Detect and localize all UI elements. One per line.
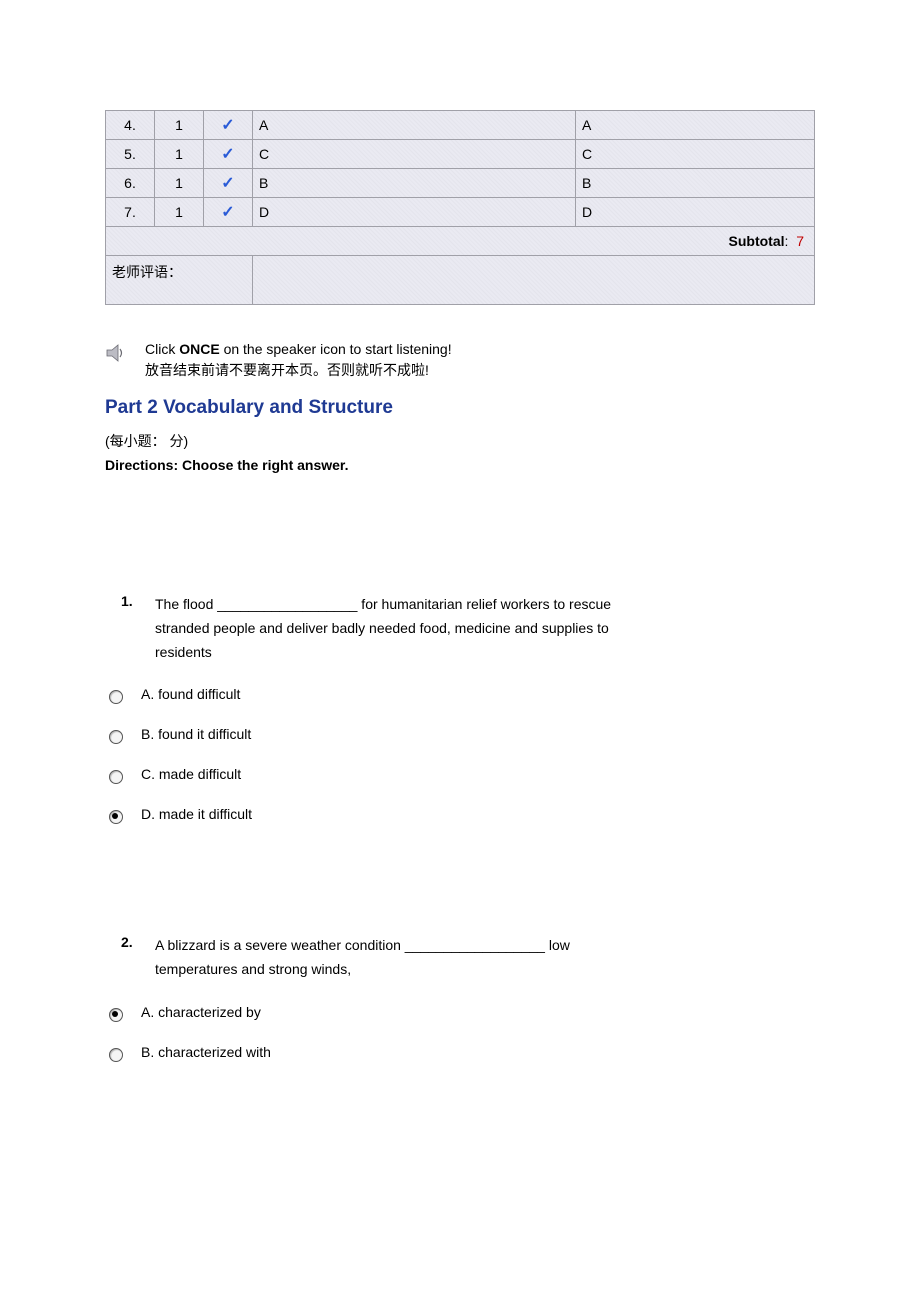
listen-block: Click ONCE on the speaker icon to start … — [105, 339, 815, 381]
option-row: A. characterized by — [105, 1002, 815, 1022]
option-text: B. characterized with — [141, 1044, 271, 1060]
teacher-comment-row: 老师评语： — [106, 256, 815, 305]
question-text: A blizzard is a severe weather condition… — [155, 934, 625, 982]
question-row: 1. The flood __________________ for huma… — [105, 593, 815, 664]
listen-line-2: 放音结束前请不要离开本页。否则就听不成啦! — [145, 360, 452, 381]
option-row: C. made difficult — [105, 764, 815, 784]
option-row: A. found difficult — [105, 684, 815, 704]
answer-table: 4. 1 ✓ A A 5. 1 ✓ C C 6. 1 ✓ B B 7. — [105, 110, 815, 305]
check-icon: ✓ — [221, 202, 234, 222]
cell-answer-student: B — [253, 169, 576, 198]
option-text: A. characterized by — [141, 1004, 261, 1020]
table-row: 6. 1 ✓ B B — [106, 169, 815, 198]
listen-line-1-pre: Click — [145, 341, 179, 357]
teacher-comment-cell — [253, 256, 815, 305]
cell-answer-student: D — [253, 198, 576, 227]
cell-answer-correct: A — [576, 111, 815, 140]
teacher-comment-label: 老师评语： — [106, 256, 253, 305]
cell-answer-correct: B — [576, 169, 815, 198]
check-icon: ✓ — [221, 173, 234, 193]
radio-button[interactable] — [109, 1048, 123, 1062]
question-number: 1. — [105, 593, 155, 609]
question-text: The flood __________________ for humanit… — [155, 593, 625, 664]
subtotal-colon: : — [785, 233, 793, 249]
listen-line-1: Click ONCE on the speaker icon to start … — [145, 339, 452, 360]
listen-text: Click ONCE on the speaker icon to start … — [145, 339, 452, 381]
option-row: B. characterized with — [105, 1042, 815, 1062]
table-row: 7. 1 ✓ D D — [106, 198, 815, 227]
subtotal-label: Subtotal — [729, 233, 785, 249]
points-line: (每小题： 分) — [105, 431, 815, 451]
subtotal-value: 7 — [796, 233, 804, 249]
cell-score: 1 — [155, 169, 204, 198]
cell-num: 7. — [106, 198, 155, 227]
cell-score: 1 — [155, 111, 204, 140]
radio-button[interactable] — [109, 690, 123, 704]
question-number: 2. — [105, 934, 155, 950]
listen-line-1-post: on the speaker icon to start listening! — [220, 341, 452, 357]
table-row: 4. 1 ✓ A A — [106, 111, 815, 140]
subtotal-row: Subtotal: 7 — [106, 227, 815, 256]
cell-mark: ✓ — [204, 198, 253, 227]
option-row: D. made it difficult — [105, 804, 815, 824]
radio-cell — [105, 724, 127, 744]
speaker-icon[interactable] — [105, 343, 127, 366]
page: 4. 1 ✓ A A 5. 1 ✓ C C 6. 1 ✓ B B 7. — [0, 0, 920, 1122]
option-text: C. made difficult — [141, 766, 241, 782]
option-row: B. found it difficult — [105, 724, 815, 744]
radio-button[interactable] — [109, 770, 123, 784]
radio-button[interactable] — [109, 1008, 123, 1022]
cell-answer-student: C — [253, 140, 576, 169]
radio-cell — [105, 684, 127, 704]
cell-answer-correct: C — [576, 140, 815, 169]
cell-mark: ✓ — [204, 111, 253, 140]
cell-num: 4. — [106, 111, 155, 140]
cell-mark: ✓ — [204, 169, 253, 198]
option-text: B. found it difficult — [141, 726, 251, 742]
answer-table-body: 4. 1 ✓ A A 5. 1 ✓ C C 6. 1 ✓ B B 7. — [106, 111, 815, 305]
check-icon: ✓ — [221, 144, 234, 164]
radio-cell — [105, 1042, 127, 1062]
cell-score: 1 — [155, 140, 204, 169]
question-block: 2. A blizzard is a severe weather condit… — [105, 934, 815, 1062]
question-block: 1. The flood __________________ for huma… — [105, 593, 815, 824]
question-row: 2. A blizzard is a severe weather condit… — [105, 934, 815, 982]
part-title: Part 2 Vocabulary and Structure — [105, 397, 815, 419]
directions: Directions: Choose the right answer. — [105, 457, 815, 473]
radio-button[interactable] — [109, 810, 123, 824]
cell-score: 1 — [155, 198, 204, 227]
option-text: D. made it difficult — [141, 806, 252, 822]
cell-mark: ✓ — [204, 140, 253, 169]
radio-cell — [105, 804, 127, 824]
cell-answer-correct: D — [576, 198, 815, 227]
listen-line-1-bold: ONCE — [179, 341, 219, 357]
table-row: 5. 1 ✓ C C — [106, 140, 815, 169]
check-icon: ✓ — [221, 115, 234, 135]
radio-button[interactable] — [109, 730, 123, 744]
cell-num: 6. — [106, 169, 155, 198]
radio-cell — [105, 1002, 127, 1022]
cell-answer-student: A — [253, 111, 576, 140]
cell-num: 5. — [106, 140, 155, 169]
subtotal-cell: Subtotal: 7 — [106, 227, 815, 256]
radio-cell — [105, 764, 127, 784]
option-text: A. found difficult — [141, 686, 240, 702]
